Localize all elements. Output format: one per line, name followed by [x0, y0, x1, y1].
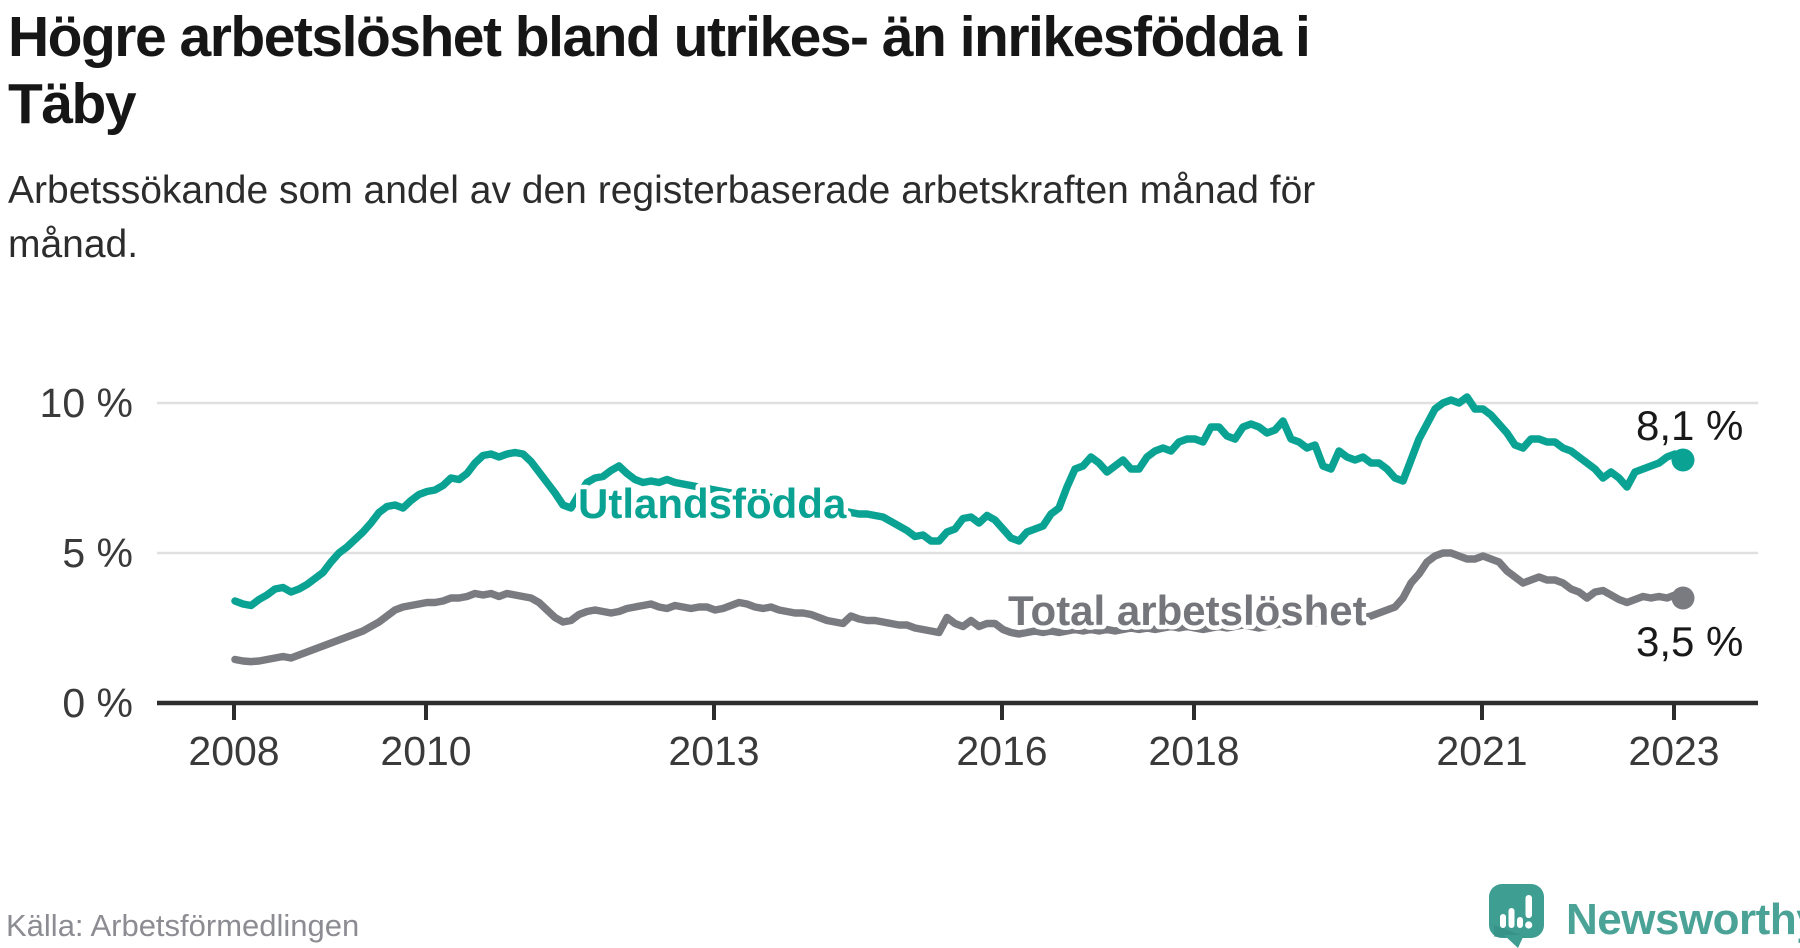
x-tick-label-2018: 2018 [1148, 728, 1239, 774]
series-line-utlandsfodda [231, 393, 1687, 610]
series-label-total-arbetsloshet: Total arbetslöshet [1008, 587, 1367, 634]
newsworthy-brand: Newsworthy [1488, 883, 1800, 948]
source-note: Källa: Arbetsförmedlingen [6, 908, 360, 943]
series-end-dot-total-arbetsloshet [1671, 586, 1695, 610]
y-tick-label-10: 10 % [40, 380, 133, 426]
y-tick-label-5: 5 % [62, 530, 133, 576]
newsworthy-brand-name: Newsworthy [1566, 895, 1800, 944]
series-line-total-arbetsloshet [231, 549, 1687, 666]
end-value-label-total-arbetsloshet: 3,5 % [1636, 618, 1743, 665]
chart-subtitle: Arbetssökande som andel av den registerb… [8, 164, 1708, 272]
x-tick-label-2021: 2021 [1436, 728, 1527, 774]
x-tick-label-2008: 2008 [188, 728, 279, 774]
x-tick-label-2010: 2010 [380, 728, 471, 774]
y-tick-label-0: 0 % [62, 680, 133, 726]
series-label-utlandsfodda: Utlandsfödda [578, 480, 847, 527]
chart-subtitle-line2: månad. [8, 223, 139, 266]
x-tick-label-2023: 2023 [1628, 728, 1719, 774]
end-value-label-utlandsfodda: 8,1 % [1636, 402, 1743, 449]
x-tick-label-2013: 2013 [668, 728, 759, 774]
newsworthy-logo-icon [1489, 884, 1544, 948]
page-title-line1: Högre arbetslöshet bland utrikes- än inr… [8, 5, 1311, 69]
page-title-line2: Täby [8, 72, 137, 136]
page-title: Högre arbetslöshet bland utrikes- än inr… [8, 4, 1768, 138]
series-end-dot-utlandsfodda [1671, 448, 1695, 472]
x-tick-label-2016: 2016 [956, 728, 1047, 774]
chart-subtitle-line1: Arbetssökande som andel av den registerb… [8, 169, 1316, 212]
